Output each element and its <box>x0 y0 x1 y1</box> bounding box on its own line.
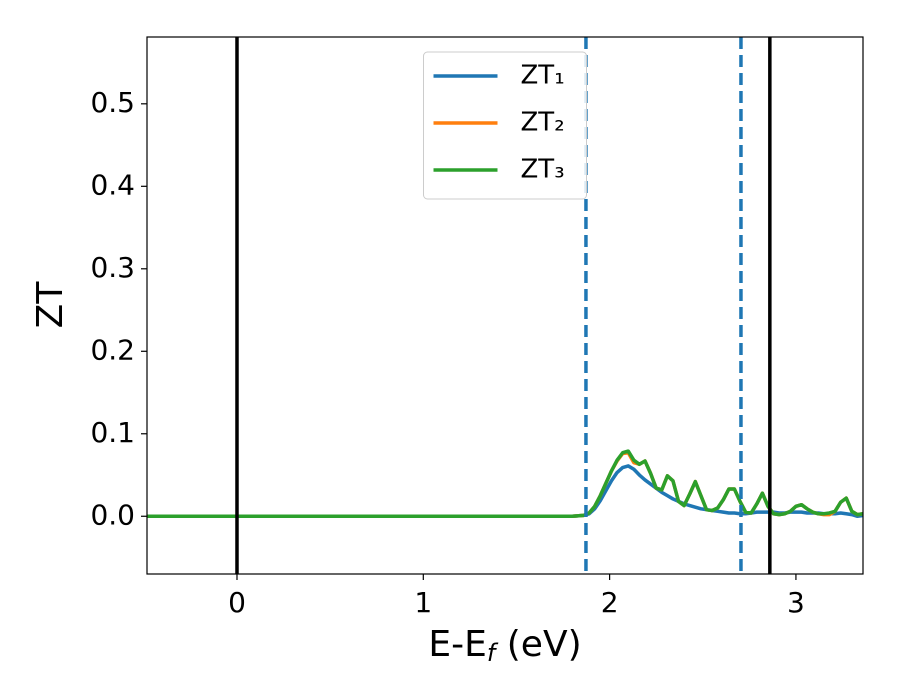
legend-box <box>423 51 587 200</box>
x-tick-label: 2 <box>601 586 619 619</box>
plot-frame <box>146 36 864 575</box>
legend-label: ZT₂ <box>521 108 565 138</box>
y-tick-label: 0.1 <box>90 416 135 449</box>
y-tick-label: 0.3 <box>90 251 135 284</box>
y-tick-label: 0.5 <box>90 86 135 119</box>
y-tick-label: 0.0 <box>90 498 135 531</box>
y-axis-label: ZT <box>30 281 71 329</box>
x-tick-label: 3 <box>787 586 805 619</box>
y-tick-label: 0.4 <box>90 168 135 201</box>
legend-label: ZT₁ <box>521 61 565 91</box>
x-label-main: E-E <box>428 624 486 665</box>
series-line <box>147 449 863 519</box>
x-tick-label: 1 <box>414 586 432 619</box>
x-label-unit: (eV) <box>495 624 581 665</box>
legend-label: ZT₃ <box>521 155 565 185</box>
plot-area <box>147 37 863 574</box>
y-tick-label: 0.2 <box>90 333 135 366</box>
x-tick-label: 0 <box>228 586 246 619</box>
x-axis-label: E-Ef (eV) <box>428 624 581 667</box>
